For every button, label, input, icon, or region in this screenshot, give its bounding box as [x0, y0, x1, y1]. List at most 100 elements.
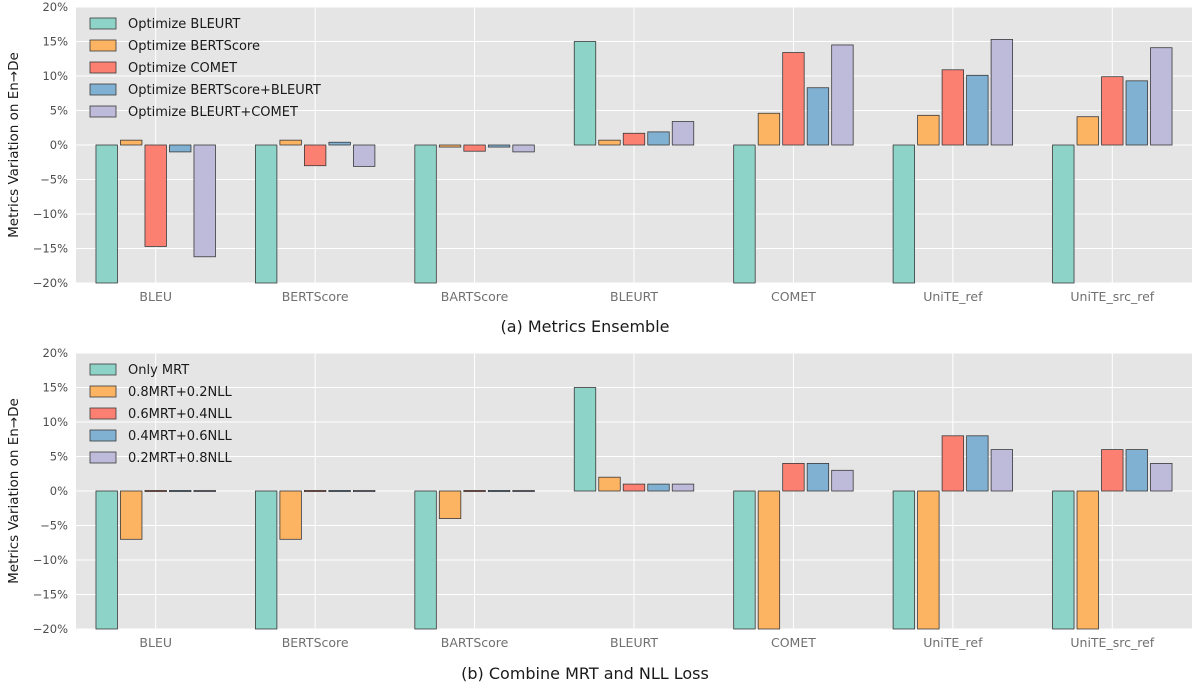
- series-optimize-comet: [144, 52, 1124, 247]
- bar: [303, 144, 327, 167]
- x-tick-label: UniTE_ref: [923, 289, 983, 304]
- legend-label: 0.6MRT+0.4NLL: [128, 407, 232, 422]
- bar: [917, 490, 940, 630]
- bar: [622, 132, 646, 146]
- bar: [254, 144, 278, 284]
- legend-label: 0.8MRT+0.2NLL: [128, 385, 232, 400]
- bar: [573, 387, 597, 492]
- bar: [328, 141, 351, 146]
- x-tick-label: BARTScore: [441, 289, 509, 304]
- legend-swatch: [89, 39, 117, 52]
- bar: [512, 489, 535, 492]
- bar: [990, 39, 1014, 146]
- bar: [1125, 449, 1148, 492]
- bar: [193, 489, 216, 492]
- y-tick-label: 5%: [50, 104, 68, 118]
- panel-b: −20% −15% −10% −5% 0% 5% 10% 15% 20% BLEU BERTScor…: [6, 346, 1192, 683]
- bar: [671, 121, 695, 146]
- y-tick-label: −15%: [33, 242, 68, 256]
- bar: [1150, 462, 1173, 492]
- x-tick-label: UniTE_src_ref: [1070, 289, 1154, 304]
- x-tick-label: COMET: [771, 289, 816, 304]
- x-tick-label: BLEURT: [610, 635, 658, 650]
- bar: [463, 144, 486, 152]
- bar: [95, 144, 118, 284]
- y-tick-label: −20%: [33, 622, 68, 636]
- x-tick-label: BERTScore: [282, 289, 349, 304]
- series-optimize-bertscore-bleurt: [169, 74, 1148, 153]
- legend-swatch: [89, 385, 117, 398]
- bar: [438, 490, 462, 520]
- y-tick-label: 0%: [50, 138, 68, 152]
- bar: [733, 490, 756, 630]
- y-tick-label: 15%: [42, 35, 68, 49]
- legend-swatch: [89, 61, 117, 74]
- legend-label: Optimize BLEURT: [128, 17, 240, 32]
- bar: [120, 139, 143, 146]
- bar: [831, 469, 854, 492]
- x-tick-label: BLEU: [139, 635, 172, 650]
- bar: [941, 69, 965, 146]
- legend: Optimize BLEURT Optimize BERTScore Optimiz…: [89, 17, 321, 120]
- legend-swatch: [89, 105, 117, 118]
- bar: [573, 41, 597, 146]
- bar: [782, 462, 805, 492]
- series-0-4mrt-0-6nll: [169, 435, 1148, 492]
- y-tick-label: 0%: [50, 484, 68, 498]
- legend-label: Optimize BERTScore+BLEURT: [128, 83, 321, 98]
- bar: [1052, 490, 1075, 630]
- legend-label: Optimize BLEURT+COMET: [128, 105, 298, 120]
- bar: [757, 490, 781, 630]
- series-optimize-bleurt-comet: [193, 39, 1173, 258]
- bar: [279, 490, 302, 540]
- bar: [1125, 80, 1148, 146]
- series-0-6mrt-0-4nll: [144, 435, 1124, 492]
- bar: [806, 462, 830, 492]
- bar: [941, 435, 965, 492]
- legend-swatch: [89, 83, 117, 96]
- panel-caption: (a) Metrics Ensemble: [501, 317, 670, 336]
- bar: [831, 44, 854, 146]
- legend-swatch: [89, 451, 117, 464]
- x-tick-label: UniTE_ref: [923, 635, 983, 650]
- bar: [352, 144, 376, 167]
- bar: [598, 139, 621, 146]
- legend-label: Optimize COMET: [128, 61, 237, 76]
- panel-caption: (b) Combine MRT and NLL Loss: [461, 664, 709, 683]
- x-tick-label: COMET: [771, 635, 816, 650]
- legend-swatch: [89, 429, 117, 442]
- y-axis-label: Metrics Variation on En→De: [6, 398, 22, 584]
- bar: [303, 489, 327, 492]
- series-only-mrt: [95, 387, 1075, 630]
- y-axis-label: Metrics Variation on En→De: [6, 52, 22, 238]
- bar: [892, 490, 916, 630]
- bar: [1076, 116, 1099, 146]
- series-0-8mrt-0-2nll: [120, 476, 1099, 630]
- bar: [254, 490, 278, 630]
- x-tick-label: BLEU: [139, 289, 172, 304]
- y-tick-label: −20%: [33, 276, 68, 290]
- legend-label: 0.2MRT+0.8NLL: [128, 451, 232, 466]
- bar: [512, 144, 535, 153]
- y-tick-label: 10%: [42, 69, 68, 83]
- bar: [169, 489, 192, 492]
- y-tick-label: 10%: [42, 415, 68, 429]
- legend-label: 0.4MRT+0.6NLL: [128, 429, 232, 444]
- bar: [598, 476, 621, 492]
- x-tick-label: BLEURT: [610, 289, 658, 304]
- bar: [1076, 490, 1099, 630]
- y-tick-label: 15%: [42, 381, 68, 395]
- bar: [990, 449, 1014, 492]
- y-tick-label: −5%: [40, 519, 68, 533]
- bar: [966, 74, 989, 146]
- bar: [414, 490, 437, 630]
- bar: [622, 483, 646, 492]
- y-tick-label: −5%: [40, 173, 68, 187]
- y-tick-label: 5%: [50, 450, 68, 464]
- legend-swatch: [89, 17, 117, 30]
- bar: [279, 139, 302, 146]
- series-optimize-bertscore: [120, 112, 1099, 148]
- bar: [169, 144, 192, 153]
- bar: [438, 144, 462, 148]
